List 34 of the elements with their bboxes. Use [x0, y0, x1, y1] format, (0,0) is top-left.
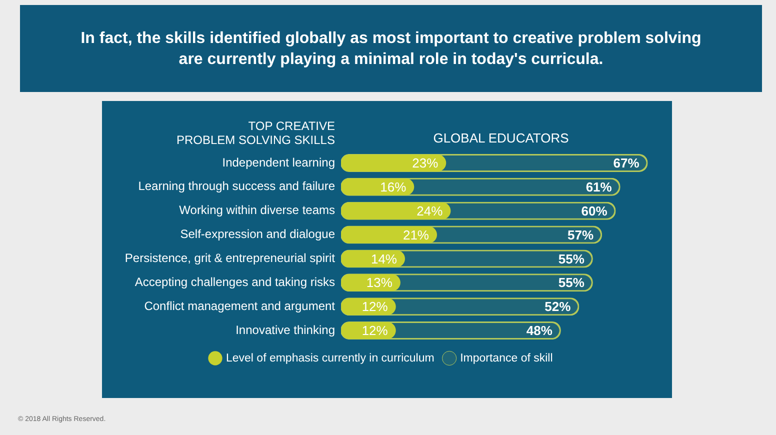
bar	[341, 250, 405, 268]
y-tick-label: Persistence, grit & entrepreneurial spirit	[124, 251, 336, 266]
legend-label: Level of emphasis currently in curriculum	[226, 352, 434, 364]
data-label: 57%	[568, 227, 594, 242]
y-tick-label: Self-expression and dialogue	[180, 227, 336, 242]
y-tick-label: Innovative thinking	[236, 322, 335, 337]
data-label: 13%	[366, 275, 393, 290]
data-label: 52%	[544, 299, 572, 314]
bar	[341, 202, 451, 220]
x-axis-title: GLOBAL EDUCATORS	[433, 130, 570, 146]
data-label: 61%	[586, 179, 612, 194]
data-label: 16%	[380, 179, 407, 194]
data-label: 67%	[613, 156, 640, 171]
y-tick-label: Conflict management and argument	[144, 298, 336, 313]
y-tick-label: Working within diverse teams	[179, 203, 335, 218]
y-tick-label: Independent learning	[222, 155, 335, 170]
data-label: 48%	[526, 323, 553, 338]
legend-label: Importance of skill	[460, 352, 553, 364]
y-tick-label: Learning through success and failure	[138, 179, 336, 194]
data-label: 60%	[581, 203, 608, 218]
data-label: 55%	[558, 251, 585, 266]
data-label: 14%	[370, 251, 398, 266]
data-label: 24%	[416, 203, 444, 218]
y-tick-label: Accepting challenges and taking risks	[134, 274, 335, 289]
bar	[341, 226, 437, 244]
y-axis-title: TOP CREATIVE PROBLEM SOLVING SKILLS	[176, 119, 335, 147]
data-label: 23%	[412, 156, 439, 171]
data-label: 12%	[362, 323, 388, 338]
data-label: 12%	[362, 299, 388, 314]
bar	[341, 154, 446, 172]
chart-title: In fact, the skills identified globally as most important to creative problem solving are currently playing a minimal role in today's curricula.	[80, 28, 702, 70]
bar	[341, 178, 414, 196]
data-label: 55%	[558, 275, 585, 290]
data-label: 21%	[402, 227, 430, 242]
